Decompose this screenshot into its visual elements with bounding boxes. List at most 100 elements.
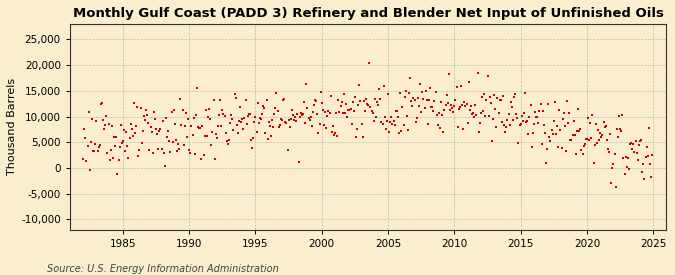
Point bbox=[591, 122, 601, 127]
Point bbox=[423, 122, 433, 127]
Point bbox=[92, 149, 103, 153]
Point bbox=[232, 123, 242, 127]
Point bbox=[470, 103, 481, 107]
Point bbox=[163, 129, 173, 133]
Point bbox=[414, 81, 425, 86]
Point bbox=[275, 117, 286, 121]
Point bbox=[643, 126, 654, 130]
Point bbox=[169, 122, 180, 126]
Point bbox=[374, 87, 385, 91]
Point bbox=[598, 119, 609, 124]
Point bbox=[601, 138, 612, 142]
Point bbox=[242, 114, 253, 119]
Point bbox=[324, 111, 335, 115]
Point bbox=[402, 114, 412, 118]
Point bbox=[123, 155, 134, 160]
Point bbox=[358, 99, 369, 103]
Point bbox=[524, 115, 535, 119]
Point bbox=[386, 115, 397, 120]
Point bbox=[241, 121, 252, 126]
Point bbox=[248, 136, 259, 140]
Point bbox=[608, 162, 619, 167]
Point bbox=[98, 117, 109, 122]
Point bbox=[354, 83, 364, 87]
Point bbox=[377, 122, 388, 126]
Point bbox=[140, 118, 151, 122]
Point bbox=[506, 105, 517, 109]
Point bbox=[449, 104, 460, 108]
Point bbox=[180, 111, 191, 116]
Point bbox=[156, 147, 167, 151]
Point bbox=[190, 112, 201, 117]
Point bbox=[138, 128, 148, 133]
Point bbox=[128, 101, 139, 106]
Point bbox=[381, 127, 392, 131]
Point bbox=[554, 108, 565, 112]
Point bbox=[624, 166, 634, 171]
Point bbox=[463, 80, 474, 84]
Point bbox=[122, 144, 133, 148]
Point bbox=[312, 112, 323, 117]
Point bbox=[586, 135, 597, 140]
Point bbox=[641, 145, 652, 149]
Point bbox=[208, 98, 219, 103]
Point bbox=[284, 118, 294, 122]
Point bbox=[151, 127, 161, 131]
Point bbox=[585, 121, 595, 126]
Point bbox=[275, 123, 286, 128]
Point bbox=[547, 131, 558, 136]
Point bbox=[508, 117, 518, 122]
Point bbox=[398, 122, 409, 127]
Point bbox=[302, 105, 313, 110]
Point bbox=[300, 120, 310, 125]
Point bbox=[584, 138, 595, 142]
Point bbox=[365, 105, 376, 109]
Point bbox=[204, 106, 215, 111]
Point bbox=[146, 130, 157, 134]
Point bbox=[473, 130, 484, 134]
Point bbox=[631, 151, 642, 155]
Point bbox=[303, 116, 314, 120]
Point bbox=[279, 97, 290, 101]
Point bbox=[481, 98, 492, 102]
Point bbox=[612, 135, 623, 139]
Point bbox=[504, 123, 515, 128]
Point bbox=[387, 122, 398, 126]
Point bbox=[435, 126, 446, 131]
Point bbox=[182, 135, 192, 139]
Point bbox=[286, 117, 296, 121]
Point bbox=[597, 133, 608, 137]
Point bbox=[452, 124, 463, 129]
Point bbox=[443, 72, 454, 76]
Point bbox=[175, 97, 186, 101]
Point bbox=[256, 112, 267, 116]
Point bbox=[482, 73, 493, 78]
Point bbox=[155, 127, 166, 131]
Point bbox=[441, 92, 452, 97]
Point bbox=[207, 129, 218, 134]
Point bbox=[379, 115, 390, 119]
Point bbox=[271, 91, 282, 95]
Point bbox=[168, 108, 179, 112]
Point bbox=[132, 104, 142, 109]
Point bbox=[633, 143, 644, 147]
Point bbox=[154, 129, 165, 133]
Point bbox=[198, 152, 209, 157]
Point bbox=[296, 111, 306, 115]
Point bbox=[334, 110, 345, 115]
Point bbox=[145, 124, 156, 129]
Point bbox=[491, 125, 502, 130]
Point bbox=[299, 100, 310, 104]
Point bbox=[426, 105, 437, 110]
Point bbox=[265, 134, 276, 138]
Point bbox=[211, 136, 222, 140]
Point bbox=[367, 111, 378, 115]
Point bbox=[477, 95, 487, 99]
Point bbox=[376, 120, 387, 124]
Point bbox=[421, 89, 431, 93]
Point bbox=[388, 119, 399, 123]
Point bbox=[442, 100, 453, 105]
Point bbox=[119, 149, 130, 153]
Point bbox=[493, 111, 504, 116]
Point bbox=[418, 97, 429, 101]
